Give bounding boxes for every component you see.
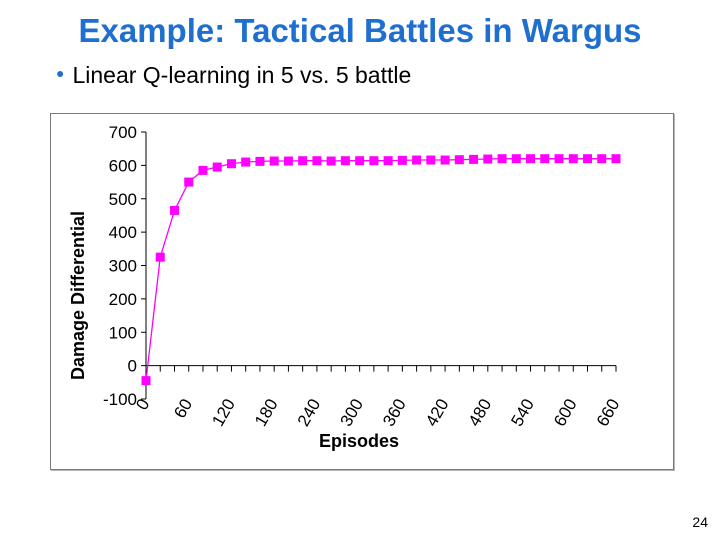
data-point — [454, 155, 464, 165]
data-point — [355, 156, 365, 166]
x-axis-title: Episodes — [319, 431, 399, 451]
y-tick-label: 600 — [109, 156, 137, 175]
bullet-dot-icon: ● — [56, 65, 65, 81]
data-point — [298, 156, 308, 166]
data-point — [169, 205, 179, 215]
data-point — [369, 156, 379, 166]
chart-container: -100 0 100 200 300 400 500 600 700 0 60 120 180 240 3… — [50, 113, 674, 470]
data-point — [469, 154, 479, 164]
data-point — [412, 155, 422, 165]
data-point — [483, 154, 493, 164]
data-point — [497, 154, 507, 164]
data-point — [198, 165, 208, 175]
y-axis-title: Damage Differential — [68, 211, 88, 380]
x-tick-label: 300 — [336, 396, 367, 430]
data-point — [226, 159, 236, 169]
data-point — [212, 162, 222, 172]
x-tick-label: 60 — [170, 396, 196, 422]
x-tick-label: 480 — [465, 396, 496, 430]
data-point — [540, 154, 550, 164]
data-point — [611, 154, 621, 164]
x-tick-label: 420 — [422, 396, 453, 430]
series-layer — [141, 154, 621, 386]
y-tick-label: 100 — [109, 323, 137, 342]
data-point — [255, 156, 265, 166]
data-point — [440, 155, 450, 165]
series-line — [145, 158, 616, 381]
x-tick-label: 240 — [294, 396, 325, 430]
x-tick-label: 360 — [379, 396, 410, 430]
y-tick-label: 400 — [109, 223, 137, 242]
x-tick-label: 540 — [507, 396, 538, 430]
slide-title: Example: Tactical Battles in Wargus — [78, 12, 642, 49]
y-tick-label: 700 — [109, 123, 137, 142]
data-point — [597, 154, 607, 164]
x-axis-ticks: 0 60 120 180 240 300 360 420 480 540 600 660 — [132, 365, 624, 430]
x-tick-label: 660 — [593, 396, 624, 430]
data-point — [583, 154, 593, 164]
data-point — [141, 376, 151, 386]
x-tick-label: 0 — [132, 396, 153, 414]
data-point — [383, 156, 393, 166]
data-point — [241, 157, 251, 167]
x-tick-label: 120 — [208, 396, 239, 430]
data-point — [312, 156, 322, 166]
data-point — [155, 252, 165, 262]
y-tick-label: 200 — [109, 290, 137, 309]
data-point — [283, 156, 293, 166]
x-tick-label: 600 — [550, 396, 581, 430]
data-point — [526, 154, 536, 164]
bullet-item: ● Linear Q-learning in 5 vs. 5 battle — [56, 62, 411, 89]
bullet-text: Linear Q-learning in 5 vs. 5 battle — [72, 62, 412, 88]
data-point — [511, 154, 521, 164]
data-point — [269, 156, 279, 166]
data-point — [184, 177, 194, 187]
y-tick-label: -100 — [103, 390, 137, 409]
x-tick-label: 180 — [251, 396, 282, 430]
y-tick-label: 0 — [128, 357, 137, 376]
data-point — [426, 155, 436, 165]
y-tick-label: 300 — [109, 257, 137, 276]
page-number: 24 — [692, 514, 708, 530]
y-tick-label: 500 — [109, 190, 137, 209]
data-point — [340, 156, 350, 166]
data-point — [568, 154, 578, 164]
data-point — [326, 156, 336, 166]
data-point — [554, 154, 564, 164]
y-axis-ticks: -100 0 100 200 300 400 500 600 700 — [103, 123, 146, 409]
data-point — [397, 155, 407, 165]
